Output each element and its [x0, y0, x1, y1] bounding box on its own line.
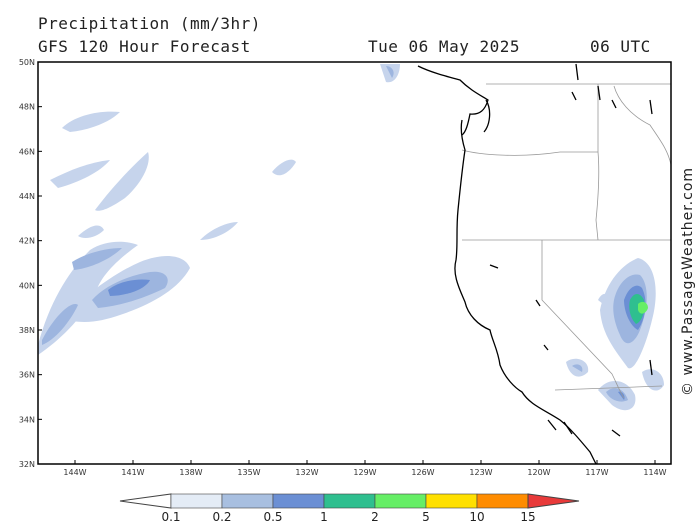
longitude-label: 117W [585, 468, 608, 477]
longitude-label: 129W [353, 468, 376, 477]
longitude-label: 141W [121, 468, 144, 477]
longitude-labels: 144W 141W 138W 135W 132W 129W 126W 123W 120W 117W… [63, 460, 667, 477]
precip-areas [38, 64, 664, 411]
latitude-labels: 50N 48N 46N 44N 42N 40N 38N 36N 34N 32N [19, 58, 42, 469]
longitude-label: 123W [469, 468, 492, 477]
colorbar-segment [374, 493, 427, 509]
colorbar-label: 10 [469, 510, 484, 524]
colorbar-label: 0.2 [212, 510, 231, 524]
colorbar-segment [170, 493, 223, 509]
colorbar-segment [221, 493, 274, 509]
colorbar-label: 1 [320, 510, 328, 524]
map-background [38, 62, 671, 464]
latitude-label: 34N [19, 415, 35, 424]
colorbar-low-arrow [119, 493, 172, 509]
colorbar-label: 0.1 [161, 510, 180, 524]
colorbar-segment [323, 493, 376, 509]
colorbar-segment [425, 493, 478, 509]
colorbar-label: 5 [422, 510, 430, 524]
longitude-label: 135W [237, 468, 260, 477]
coastline [417, 63, 653, 464]
longitude-label: 138W [179, 468, 202, 477]
chart-subtitle: GFS 120 Hour Forecast [38, 37, 251, 56]
latitude-label: 44N [19, 192, 35, 201]
latitude-label: 36N [19, 371, 35, 380]
map-frame [37, 61, 672, 465]
longitude-label: 114W [643, 468, 666, 477]
colorbar-segment [476, 493, 529, 509]
precip-very-heavy [638, 301, 648, 314]
latitude-label: 42N [19, 237, 35, 246]
colorbar: 0.1 0.2 0.5 1 2 5 10 15 [119, 493, 580, 524]
colorbar-high-arrow [527, 493, 580, 509]
forecast-date: Tue 06 May 2025 [368, 37, 520, 56]
latitude-label: 50N [19, 58, 35, 67]
colorbar-label: 2 [371, 510, 379, 524]
precip-heavy [629, 294, 645, 324]
latitude-label: 46N [19, 147, 35, 156]
longitude-label: 132W [295, 468, 318, 477]
chart-title: Precipitation (mm/3hr) [38, 14, 261, 33]
latitude-label: 48N [19, 103, 35, 112]
forecast-time: 06 UTC [590, 37, 651, 56]
longitude-label: 120W [527, 468, 550, 477]
colorbar-label: 0.5 [263, 510, 282, 524]
credit-text: © www.PassageWeather.com [680, 166, 696, 396]
longitude-label: 126W [411, 468, 434, 477]
latitude-label: 32N [19, 460, 35, 469]
colorbar-label: 15 [520, 510, 535, 524]
political-borders [461, 83, 671, 399]
latitude-label: 38N [19, 326, 35, 335]
longitude-label: 144W [63, 468, 86, 477]
colorbar-segment [272, 493, 325, 509]
latitude-label: 40N [19, 281, 35, 290]
